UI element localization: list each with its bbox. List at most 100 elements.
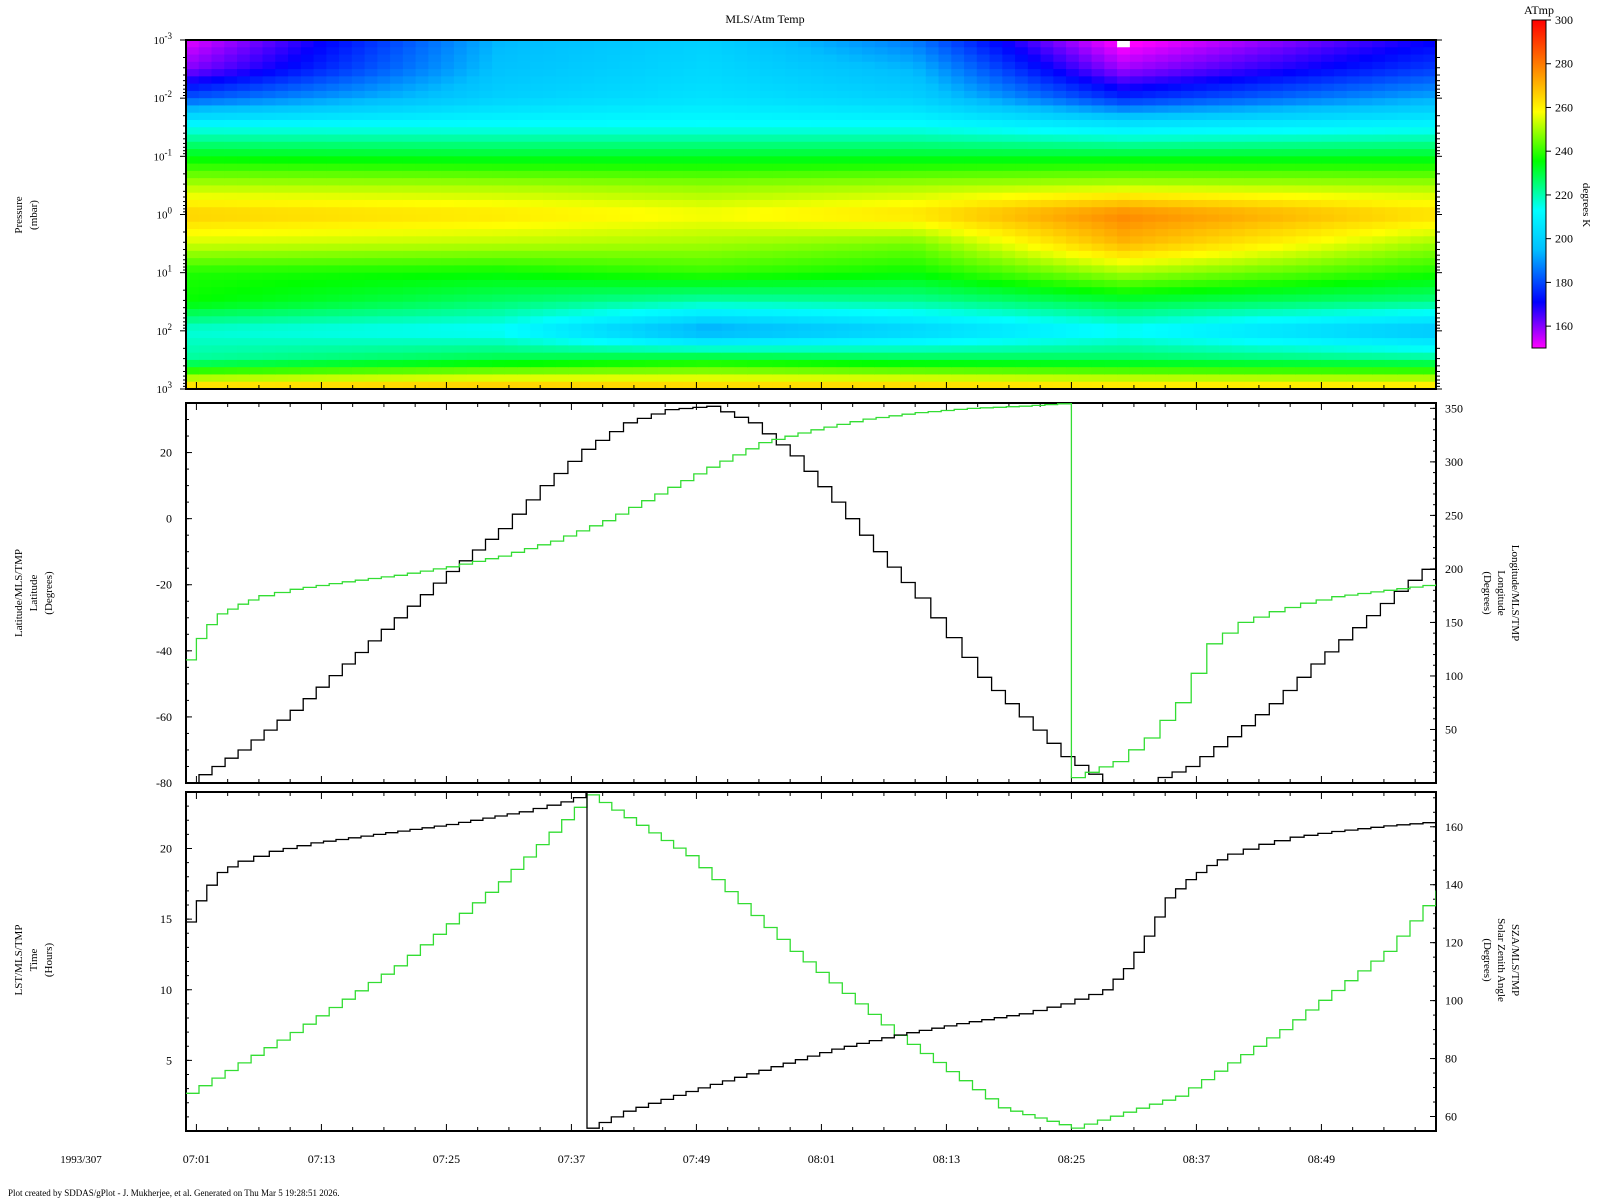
heatmap-cell: [1321, 119, 1335, 128]
heatmap-cell: [517, 287, 531, 296]
heatmap-cell: [836, 141, 850, 150]
heatmap-cell: [351, 309, 366, 317]
heatmap-cell: [1282, 199, 1297, 208]
heatmap-cell: [237, 156, 251, 165]
heatmap-cell: [415, 316, 429, 325]
heatmap-cell: [237, 141, 251, 150]
heatmap-cell: [989, 352, 1003, 361]
heatmap-cell: [581, 229, 595, 237]
heatmap-cell: [1053, 83, 1067, 92]
heatmap-cell: [300, 178, 315, 187]
heatmap-cell: [798, 243, 812, 252]
heatmap-cell: [670, 236, 685, 245]
heatmap-cell: [198, 61, 213, 70]
heatmap-cell: [1219, 163, 1233, 172]
left-y-tick-label: -20: [156, 578, 172, 592]
heatmap-cell: [1282, 54, 1297, 63]
heatmap-cell: [517, 105, 531, 114]
heatmap-cell: [1384, 236, 1399, 245]
heatmap-cell: [594, 279, 608, 288]
heatmap-cell: [1002, 301, 1016, 310]
heatmap-cell: [836, 170, 850, 179]
heatmap-cell: [887, 279, 901, 288]
heatmap-cell: [198, 309, 213, 317]
heatmap-cell: [351, 294, 366, 303]
heatmap-cell: [1129, 90, 1144, 99]
heatmap-cell: [1270, 243, 1284, 252]
heatmap-cell: [466, 207, 480, 216]
heatmap-cell: [657, 54, 672, 63]
heatmap-cell: [1282, 119, 1297, 128]
heatmap-cell: [1155, 178, 1169, 187]
heatmap-cell: [275, 178, 289, 187]
heatmap-cell: [670, 316, 685, 325]
heatmap-cell: [747, 76, 761, 85]
heatmap-cell: [288, 229, 302, 237]
heatmap-cell: [989, 250, 1003, 259]
heatmap-cell: [262, 250, 276, 259]
heatmap-cell: [874, 127, 889, 136]
heatmap-cell: [211, 76, 225, 85]
heatmap-cell: [313, 367, 327, 376]
heatmap-cell: [1091, 156, 1105, 165]
heatmap-cell: [1321, 185, 1335, 194]
heatmap-cell: [670, 381, 685, 389]
heatmap-cell: [517, 330, 531, 339]
heatmap-cell: [989, 192, 1003, 201]
heatmap-cell: [390, 272, 404, 281]
heatmap-cell: [581, 105, 595, 114]
heatmap-cell: [1372, 185, 1386, 194]
heatmap-cell: [862, 279, 876, 288]
heatmap-cell: [721, 141, 736, 150]
heatmap-cell: [1321, 214, 1335, 223]
heatmap-cell: [1015, 127, 1029, 136]
heatmap-cell: [632, 207, 646, 216]
heatmap-cell: [364, 170, 378, 179]
heatmap-cell: [798, 119, 812, 128]
heatmap-cell: [517, 294, 531, 303]
heatmap-cell: [606, 112, 621, 121]
heatmap-cell: [402, 374, 417, 383]
heatmap-cell: [1270, 258, 1284, 266]
heatmap-cell: [1282, 163, 1297, 172]
heatmap-cell: [619, 236, 634, 245]
heatmap-cell: [1410, 258, 1424, 266]
heatmap-cell: [1104, 330, 1118, 339]
heatmap-cell: [288, 192, 302, 201]
heatmap-cell: [351, 185, 366, 194]
heatmap-cell: [1206, 345, 1220, 354]
heatmap-cell: [1027, 345, 1042, 354]
heatmap-cell: [555, 199, 570, 208]
heatmap-cell: [708, 112, 723, 121]
heatmap-cell: [1295, 272, 1310, 281]
heatmap-cell: [1295, 221, 1310, 230]
heatmap-cell: [619, 105, 634, 114]
heatmap-cell: [1053, 185, 1067, 194]
heatmap-cell: [1308, 61, 1322, 70]
heatmap-cell: [913, 98, 927, 107]
heatmap-cell: [823, 243, 838, 252]
heatmap-cell: [1423, 185, 1436, 194]
heatmap-cell: [415, 127, 429, 136]
heatmap-cell: [466, 98, 480, 107]
heatmap-cell: [1168, 301, 1182, 310]
heatmap-cell: [1244, 323, 1259, 332]
heatmap-cell: [390, 40, 404, 48]
heatmap-cell: [594, 149, 608, 157]
heatmap-cell: [1244, 141, 1259, 150]
heatmap-cell: [1180, 127, 1195, 136]
heatmap-cell: [1040, 134, 1054, 143]
heatmap-cell: [1053, 192, 1067, 201]
heatmap-cell: [504, 309, 519, 317]
heatmap-cell: [887, 199, 901, 208]
heatmap-cell: [1002, 40, 1016, 48]
heatmap-cell: [887, 178, 901, 187]
heatmap-cell: [1015, 381, 1029, 389]
heatmap-cell: [466, 105, 480, 114]
heatmap-cell: [619, 149, 634, 157]
heatmap-cell: [1270, 105, 1284, 114]
heatmap-cell: [900, 199, 914, 208]
heatmap-cell: [568, 149, 583, 157]
heatmap-cell: [798, 381, 812, 389]
heatmap-cell: [798, 69, 812, 77]
